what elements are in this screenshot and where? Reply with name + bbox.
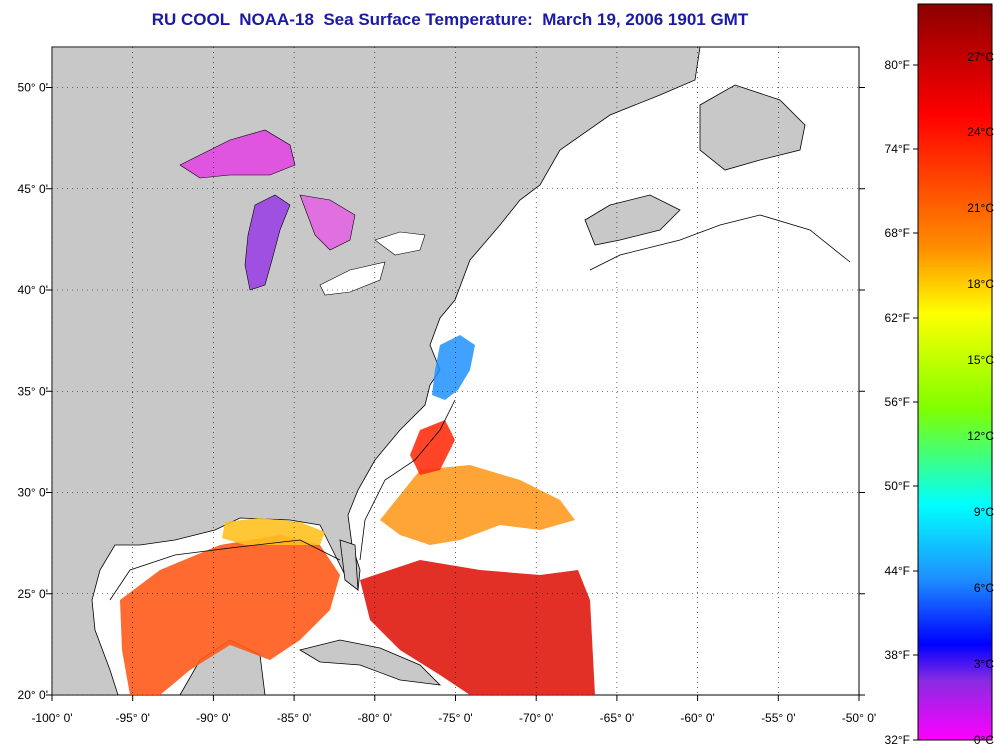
lat-tick-label: 45° 0' (18, 182, 48, 196)
sst-mid-atlantic (432, 335, 475, 400)
lon-tick-label: -90° 0' (196, 711, 230, 725)
colorbar-f-label: 68°F (885, 226, 910, 240)
colorbar-c-label: 15°C (967, 353, 994, 367)
isobath-600ft (109, 214, 851, 601)
colorbar-c-label: 12°C (967, 429, 994, 443)
colorbar-c-label: 27°C (967, 50, 994, 64)
lat-tick-label: 30° 0' (18, 486, 48, 500)
colorbar-c-label: 6°C (974, 581, 994, 595)
colorbar-f-label: 62°F (885, 311, 910, 325)
colorbar-f-label: 32°F (885, 733, 910, 747)
lon-tick-label: -65° 0' (600, 711, 634, 725)
colorbar-fahrenheit-labels: 80°F 74°F 68°F 62°F 56°F 50°F 44°F 38°F 32°F (885, 58, 918, 747)
sst-gulf-stream (410, 420, 455, 475)
lake-erie (319, 261, 386, 296)
lat-tick-label: 50° 0' (18, 81, 48, 95)
colorbar-f-label: 38°F (885, 648, 910, 662)
lat-tick-label: 40° 0' (18, 283, 48, 297)
colorbar-f-label: 74°F (885, 142, 910, 156)
lon-tick-label: -100° 0' (31, 711, 72, 725)
colorbar-c-label: 18°C (967, 277, 994, 291)
colorbar-c-label: 3°C (974, 657, 994, 671)
colorbar-c-label: 0°C (974, 733, 994, 747)
lon-tick-label: -80° 0' (358, 711, 392, 725)
colorbar-f-label: 56°F (885, 395, 910, 409)
map-grid (51, 47, 860, 696)
lat-tick-label: 20° 0' (18, 688, 48, 702)
sst-bahamas (360, 560, 595, 695)
land-nova-scotia (584, 194, 681, 246)
land-newfoundland (699, 84, 806, 171)
lake-ontario (374, 231, 426, 256)
land-cuba (298, 639, 442, 686)
longitude-ticks: -100° 0' -95° 0' -90° 0' -85° 0' -80° 0' -75°… (31, 695, 876, 725)
sst-gulf-coast (222, 518, 325, 545)
lon-tick-label: -50° 0' (842, 711, 876, 725)
lake-michigan (244, 194, 291, 291)
lake-superior (179, 129, 296, 179)
sst-atlantic-warm (380, 465, 575, 545)
colorbar-c-label: 21°C (967, 201, 994, 215)
sst-gulf-of-mexico (120, 535, 340, 695)
colorbar (917, 3, 993, 741)
lon-tick-label: -75° 0' (438, 711, 472, 725)
colorbar-f-label: 80°F (885, 58, 910, 72)
lon-tick-label: -70° 0' (519, 711, 553, 725)
lon-tick-label: -95° 0' (115, 711, 149, 725)
lon-tick-label: -60° 0' (680, 711, 714, 725)
land-north-america (52, 47, 701, 695)
colorbar-c-label: 9°C (974, 505, 994, 519)
colorbar-f-label: 44°F (885, 564, 910, 578)
lat-tick-label: 35° 0' (18, 384, 48, 398)
lon-tick-label: -55° 0' (761, 711, 795, 725)
lon-tick-label: -85° 0' (277, 711, 311, 725)
lake-huron (299, 194, 356, 251)
lat-tick-label: 25° 0' (18, 587, 48, 601)
map-title: RU COOL NOAA-18 Sea Surface Temperature:… (151, 10, 749, 29)
latitude-ticks: 20° 0' 25° 0' 30° 0' 35° 0' 40° 0' 45° 0' 50° … (18, 81, 865, 702)
colorbar-c-label: 24°C (967, 125, 994, 139)
land-florida-tip (339, 539, 359, 591)
colorbar-f-label: 50°F (885, 479, 910, 493)
colorbar-celsius-labels: 27°C 24°C 21°C 18°C 15°C 12°C 9°C 6°C 3°C 0°C (967, 50, 994, 747)
